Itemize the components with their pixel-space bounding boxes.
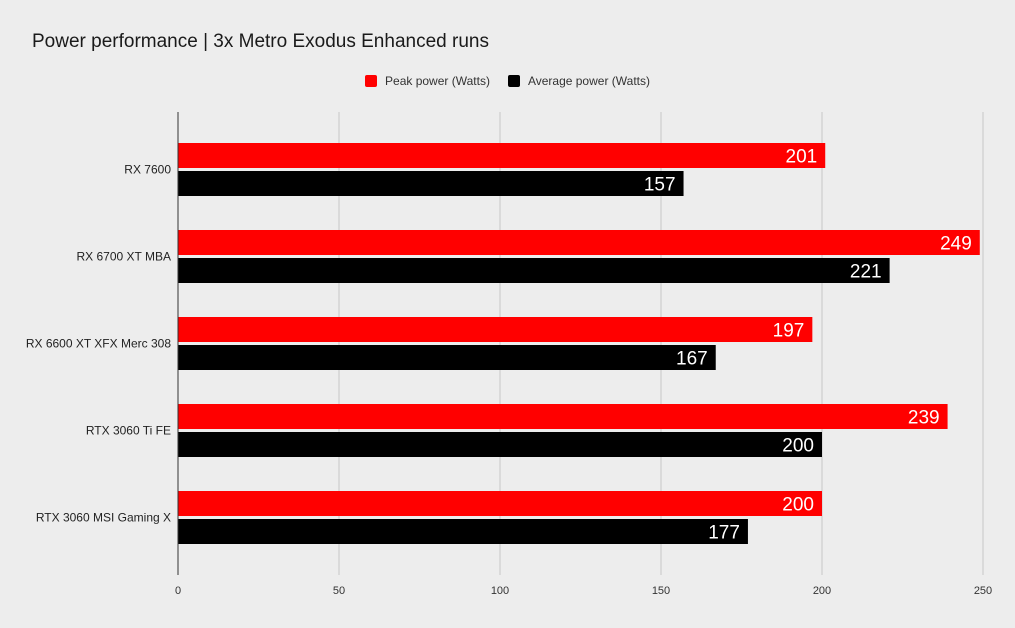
legend-label-average: Average power (Watts) — [527, 74, 650, 88]
bar-peak — [178, 143, 826, 168]
bar-peak — [178, 404, 948, 429]
category-label: RTX 3060 Ti FE — [86, 424, 171, 438]
legend-item-average: Average power (Watts) — [507, 74, 650, 88]
x-tick-label-50: 50 — [333, 585, 345, 597]
data-label: 200 — [782, 495, 814, 516]
category-label: RX 6600 XT XFX Merc 308 — [26, 337, 172, 351]
data-label: 239 — [908, 408, 940, 429]
data-label: 167 — [676, 349, 708, 370]
legend-label-peak: Peak power (Watts) — [385, 74, 490, 88]
bar-peak — [178, 317, 813, 342]
chart-title: Power performance | 3x Metro Exodus Enha… — [32, 31, 489, 52]
data-label: 201 — [786, 147, 818, 168]
bar-average — [178, 258, 890, 283]
category-label: RTX 3060 MSI Gaming X — [36, 511, 171, 525]
data-label: 221 — [850, 262, 882, 283]
legend-swatch-average — [507, 75, 520, 87]
x-tick-label-250: 250 — [974, 585, 992, 597]
bar-average — [178, 519, 748, 544]
data-label: 200 — [782, 436, 814, 457]
legend: Peak power (Watts) Average power (Watts) — [0, 74, 1015, 88]
data-label: 249 — [940, 234, 972, 255]
bar-peak — [178, 491, 822, 516]
bar-peak — [178, 230, 980, 255]
bar-average — [178, 171, 684, 196]
data-label: 177 — [708, 523, 740, 544]
data-label: 197 — [773, 321, 805, 342]
x-tick-label-200: 200 — [813, 585, 831, 597]
bar-average — [178, 345, 716, 370]
x-tick-label-0: 0 — [175, 585, 181, 597]
x-tick-label-150: 150 — [652, 585, 670, 597]
category-label: RX 6700 XT MBA — [77, 250, 172, 264]
x-tick-label-100: 100 — [491, 585, 509, 597]
data-label: 157 — [644, 175, 676, 196]
legend-item-peak: Peak power (Watts) — [365, 74, 490, 88]
bar-average — [178, 432, 822, 457]
category-label: RX 7600 — [124, 163, 171, 177]
legend-swatch-peak — [365, 75, 378, 87]
